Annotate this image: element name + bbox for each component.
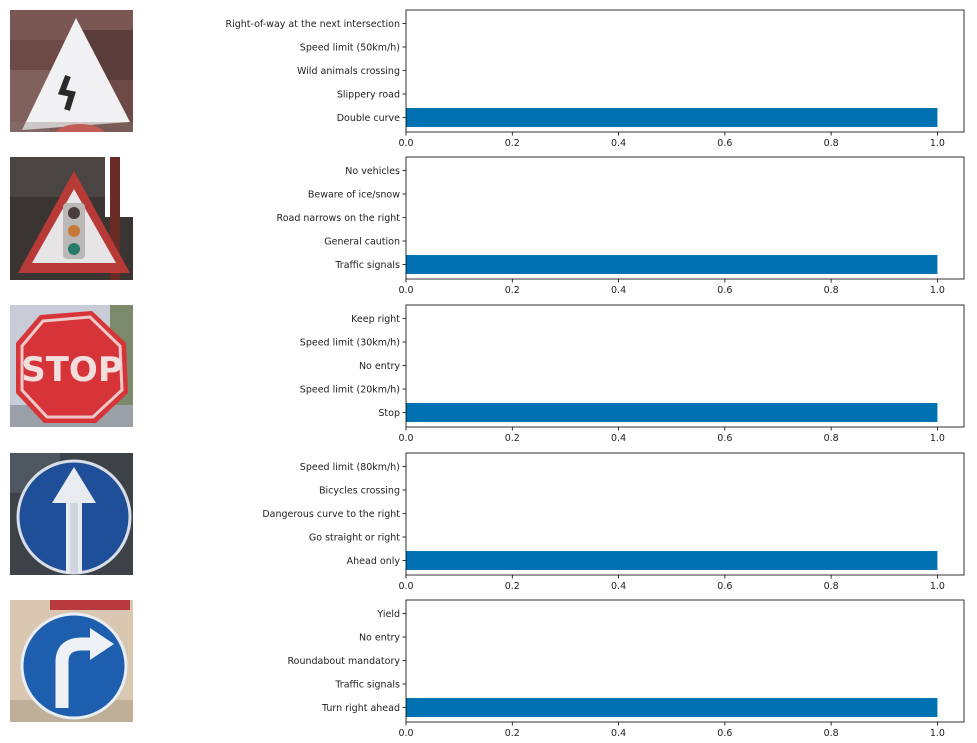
- x-tick-label: 0.4: [611, 728, 626, 739]
- y-category-label: Traffic signals: [334, 260, 400, 271]
- y-category-label: Slippery road: [337, 90, 400, 101]
- axes-frame: [405, 156, 965, 280]
- x-tick-label: 1.0: [930, 581, 945, 592]
- chart-panel-1: Double curve Slippery road Wild animals cr…: [225, 9, 965, 149]
- axes-frame: [405, 599, 965, 723]
- x-tick-label: 0.6: [717, 285, 732, 296]
- x-tick-label: 0.8: [824, 433, 839, 444]
- y-category-label: Wild animals crossing: [297, 66, 400, 77]
- x-tick-label: 0.4: [611, 581, 626, 592]
- y-category-label: Stop: [378, 408, 400, 419]
- y-category-label: Turn right ahead: [321, 703, 400, 714]
- y-category-label: Ahead only: [347, 556, 401, 567]
- x-tick-label: 1.0: [930, 728, 945, 739]
- double-curve-sign-icon: [10, 10, 133, 132]
- x-tick-label: 1.0: [930, 138, 945, 149]
- y-category-label: Keep right: [351, 314, 400, 325]
- x-tick-label: 0.0: [398, 138, 413, 149]
- x-tick-label: 1.0: [930, 433, 945, 444]
- chart-panel-5: Turn right ahead Traffic signals Roundabou…: [287, 599, 965, 739]
- x-tick-label: 0.0: [398, 728, 413, 739]
- y-category-label: Beware of ice/snow: [308, 190, 400, 201]
- chart-panel-4: Ahead only Go straight or right Dangerous …: [262, 452, 965, 592]
- stop-sign-text: STOP: [21, 350, 123, 390]
- y-category-label: No entry: [359, 361, 400, 372]
- x-tick-label: 0.6: [717, 433, 732, 444]
- x-tick-label: 0.6: [717, 728, 732, 739]
- x-tick-label: 0.6: [717, 581, 732, 592]
- bar-1: [406, 698, 938, 717]
- y-category-label: Dangerous curve to the right: [262, 509, 400, 520]
- x-tick-label: 0.8: [824, 138, 839, 149]
- x-tick-label: 0.4: [611, 138, 626, 149]
- bar-1: [406, 551, 938, 570]
- x-tick-label: 0.4: [611, 285, 626, 296]
- traffic-signals-sign-icon: [10, 157, 133, 280]
- y-category-label: Go straight or right: [309, 533, 400, 544]
- chart-panel-3: Stop Speed limit (20km/h) No entry Speed li…: [300, 304, 965, 444]
- y-category-label: Speed limit (30km/h): [300, 338, 400, 349]
- axes-frame: [405, 452, 965, 576]
- x-tick-label: 0.2: [505, 138, 520, 149]
- bar-1: [406, 403, 938, 422]
- x-tick-label: 0.2: [505, 433, 520, 444]
- y-category-label: Double curve: [337, 113, 400, 124]
- x-tick-label: 0.0: [398, 285, 413, 296]
- axes-frame: [405, 9, 965, 133]
- x-tick-label: 0.8: [824, 285, 839, 296]
- x-tick-label: 0.2: [505, 728, 520, 739]
- bar-1: [406, 255, 938, 274]
- y-category-label: Traffic signals: [334, 680, 400, 691]
- x-tick-label: 0.0: [398, 433, 413, 444]
- y-category-label: Roundabout mandatory: [287, 656, 400, 667]
- x-tick-label: 0.2: [505, 285, 520, 296]
- x-tick-label: 0.6: [717, 138, 732, 149]
- y-category-label: Bicycles crossing: [319, 486, 400, 497]
- y-category-label: Speed limit (80km/h): [300, 462, 400, 473]
- axes-frame: [405, 304, 965, 428]
- y-category-label: No entry: [359, 633, 400, 644]
- x-tick-label: 1.0: [930, 285, 945, 296]
- y-category-label: Speed limit (20km/h): [300, 385, 400, 396]
- y-category-label: Yield: [376, 609, 400, 620]
- x-tick-label: 0.4: [611, 433, 626, 444]
- stop-sign-icon: STOP: [10, 305, 133, 427]
- x-tick-label: 0.8: [824, 581, 839, 592]
- y-category-label: Road narrows on the right: [277, 213, 401, 224]
- turn-right-ahead-sign-icon: [10, 600, 133, 722]
- x-tick-label: 0.2: [505, 581, 520, 592]
- x-tick-label: 0.0: [398, 581, 413, 592]
- y-category-label: General caution: [324, 237, 400, 248]
- y-category-label: Right-of-way at the next intersection: [225, 19, 400, 30]
- x-tick-label: 0.8: [824, 728, 839, 739]
- bar-1: [406, 108, 938, 127]
- ahead-only-sign-icon: [10, 453, 133, 575]
- y-category-label: Speed limit (50km/h): [300, 43, 400, 54]
- chart-panel-2: Traffic signals General caution Road narro…: [277, 156, 965, 296]
- y-category-label: No vehicles: [345, 166, 400, 177]
